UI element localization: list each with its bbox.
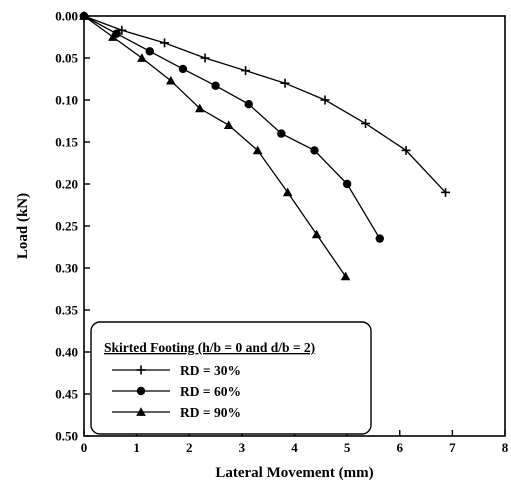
legend-item: RD = 60% <box>112 384 241 399</box>
plot-frame <box>83 15 506 437</box>
plus-marker <box>160 38 170 48</box>
triangle-marker <box>136 407 146 416</box>
legend-title: Skirted Footing (h/b = 0 and d/b = 2) <box>104 340 315 355</box>
x-axis-title: Lateral Movement (mm) <box>215 465 373 481</box>
circle-marker <box>277 129 286 138</box>
plus-marker <box>200 53 210 63</box>
plus-marker <box>441 187 451 197</box>
series-layer <box>79 11 451 281</box>
legend-box <box>90 321 372 435</box>
x-tick-label: 7 <box>449 440 456 455</box>
plus-marker <box>320 95 330 105</box>
x-tick-label: 2 <box>186 440 193 455</box>
y-tick-label: 0.20 <box>55 177 78 192</box>
triangle-marker <box>166 75 176 85</box>
series-circle <box>79 11 384 243</box>
legend-item-label: RD = 30% <box>180 363 241 378</box>
plus-marker <box>280 78 290 88</box>
circle-marker <box>342 179 352 189</box>
legend: Skirted Footing (h/b = 0 and d/b = 2) RD… <box>90 321 372 435</box>
series-line <box>83 15 447 193</box>
x-tick-label: 5 <box>344 440 351 455</box>
plus-marker <box>136 365 146 375</box>
y-tick-label: 0.15 <box>55 135 78 150</box>
plus-marker <box>401 145 411 155</box>
plus-marker <box>361 119 371 129</box>
y-tick-label: 0.45 <box>55 387 78 402</box>
legend-item-label: RD = 60% <box>180 384 241 399</box>
triangle-marker <box>137 53 147 62</box>
series-plus <box>79 11 451 197</box>
y-tick-label: 0.05 <box>55 51 78 66</box>
legend-item: RD = 90% <box>112 405 241 420</box>
x-tick-label: 8 <box>502 440 509 455</box>
circle-marker <box>178 64 188 74</box>
triangle-marker <box>223 120 234 130</box>
y-tick-label: 0.35 <box>55 303 78 318</box>
triangle-marker <box>340 271 351 281</box>
y-axis-title: Load (kN) <box>15 193 31 259</box>
triangle-marker <box>311 229 322 239</box>
triangle-marker <box>282 187 293 197</box>
y-tick-label: 0.10 <box>55 93 78 108</box>
triangle-marker <box>194 103 205 113</box>
ticks-layer: 0 1 2 3 4 5 6 7 8 0.00 0.05 0.10 0.15 0.20 0.25 0.30 0.3… <box>55 9 509 456</box>
legend-item-label: RD = 90% <box>180 405 241 420</box>
series-triangle <box>79 11 351 281</box>
legend-items: RD = 30% RD = 60% RD = 90% <box>112 363 241 420</box>
circle-marker <box>244 100 253 109</box>
y-tick-label: 0.50 <box>55 429 78 444</box>
y-tick-label: 0.00 <box>55 9 78 24</box>
circle-marker <box>310 146 319 155</box>
x-tick-label: 4 <box>291 440 298 455</box>
series-line <box>83 15 347 277</box>
x-tick-label: 6 <box>397 440 404 455</box>
legend-item: RD = 30% <box>112 363 241 378</box>
x-tick-label: 0 <box>81 440 88 455</box>
circle-marker <box>375 234 384 243</box>
series-line <box>83 15 381 239</box>
y-tick-label: 0.40 <box>55 345 78 360</box>
y-tick-label: 0.30 <box>55 261 78 276</box>
x-tick-label: 3 <box>239 440 246 455</box>
x-tick-label: 1 <box>133 440 140 455</box>
circle-marker <box>145 47 154 56</box>
triangle-marker <box>108 32 118 41</box>
circle-marker <box>136 386 146 396</box>
y-tick-label: 0.25 <box>55 219 78 234</box>
plus-marker <box>241 66 251 76</box>
circle-marker <box>211 81 220 90</box>
triangle-marker <box>252 145 263 155</box>
